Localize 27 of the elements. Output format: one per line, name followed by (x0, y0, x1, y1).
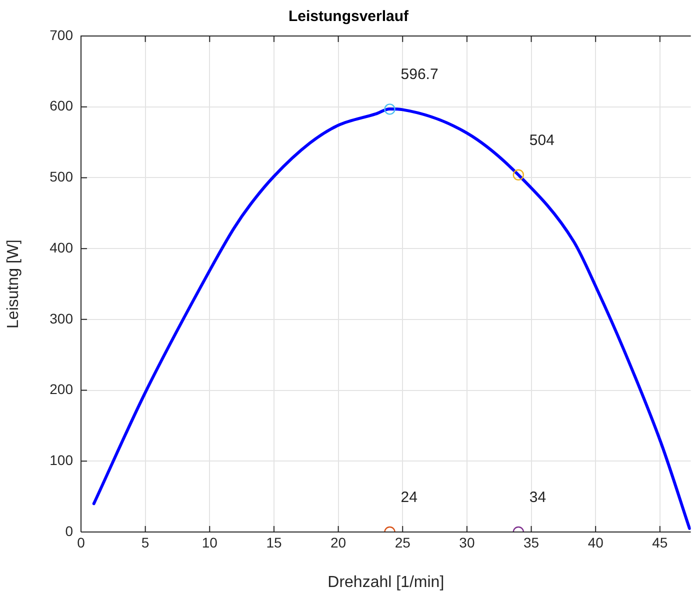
y-tick-label: 100 (50, 452, 74, 468)
data-label: 504 (529, 132, 554, 149)
x-axis-title: Drehzahl [1/min] (328, 574, 444, 591)
x-tick-label: 10 (202, 534, 218, 550)
x-tick-label: 25 (394, 534, 411, 550)
y-tick-label: 500 (50, 168, 74, 185)
annotation: 34 (529, 489, 546, 506)
y-tick-label: 0 (65, 522, 74, 539)
chart-title: Leistungsverlauf (288, 8, 410, 26)
x-tick-label: 45 (652, 534, 668, 550)
y-tick-label: 300 (50, 310, 74, 326)
x-tick-label: 0 (77, 534, 86, 550)
x-tick-label: 15 (266, 534, 282, 550)
x-tick-label: 35 (523, 534, 540, 550)
point (384, 104, 396, 115)
data-label: 596.7 (400, 66, 438, 84)
y-tick-label: 600 (50, 98, 74, 114)
x-tick-label: 5 (141, 534, 150, 550)
y-axis-title: Leisutng [W] (5, 240, 22, 328)
y-tick-label: 700 (50, 26, 74, 43)
x-tick-label: 20 (330, 534, 346, 550)
x-tick-label: 30 (459, 534, 475, 550)
y-tick-label: 400 (50, 239, 74, 256)
annotation: 24 (400, 489, 418, 506)
y-tick-label: 200 (50, 381, 74, 398)
point (512, 169, 524, 180)
x-tick-label: 40 (588, 534, 604, 550)
